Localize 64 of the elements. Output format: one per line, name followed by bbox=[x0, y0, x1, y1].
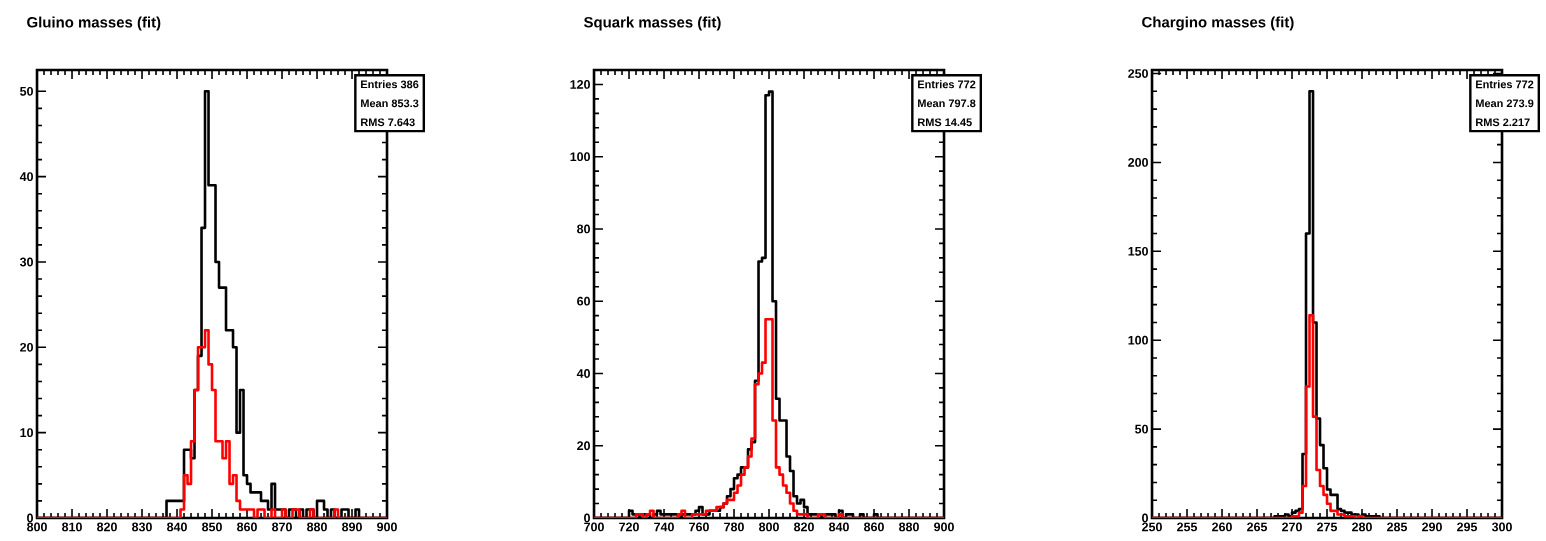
y-tick-label: 10 bbox=[20, 428, 33, 438]
x-tick-label: 800 bbox=[27, 522, 47, 532]
y-tick-label: 100 bbox=[1128, 335, 1148, 345]
annotation: Entries 386 bbox=[361, 80, 419, 89]
y-tick-label: 50 bbox=[1135, 424, 1148, 434]
x-tick-label: 880 bbox=[307, 522, 327, 532]
x-tick-label: 300 bbox=[1491, 522, 1512, 532]
x-tick-label: 760 bbox=[689, 522, 709, 532]
x-tick-label: 890 bbox=[342, 522, 362, 532]
x-tick-label: 285 bbox=[1387, 522, 1408, 532]
y-tick-label: 20 bbox=[577, 441, 590, 451]
x-tick-label: 860 bbox=[864, 522, 884, 532]
x-tick-label: 860 bbox=[237, 522, 257, 532]
y-tick-label: 120 bbox=[570, 80, 590, 89]
x-tick-label: 870 bbox=[272, 522, 292, 532]
annotation: RMS 14.45 bbox=[918, 118, 972, 127]
y-tick-label: 80 bbox=[577, 224, 590, 234]
x-tick-label: 820 bbox=[794, 522, 814, 532]
chart-title: Squark masses (fit) bbox=[583, 16, 721, 31]
x-tick-label: 850 bbox=[202, 522, 222, 532]
x-tick-label: 740 bbox=[654, 522, 674, 532]
y-tick-label: 60 bbox=[577, 296, 590, 306]
x-tick-label: 810 bbox=[62, 522, 82, 532]
annotation: Mean 797.8 bbox=[918, 99, 976, 108]
x-tick-label: 780 bbox=[724, 522, 744, 532]
annotation: RMS 7.643 bbox=[361, 118, 415, 127]
y-tick-label: 40 bbox=[19, 172, 33, 182]
y-tick-label: 150 bbox=[1128, 246, 1148, 256]
x-tick-label: 270 bbox=[1282, 522, 1302, 532]
y-tick-label: 100 bbox=[570, 152, 590, 162]
chart-title: Chargino masses (fit) bbox=[1142, 16, 1294, 31]
y-tick-label: 50 bbox=[20, 86, 33, 96]
annotation: Mean 853.3 bbox=[361, 99, 419, 108]
y-tick-label: 0 bbox=[584, 513, 590, 523]
x-tick-label: 840 bbox=[829, 522, 849, 532]
x-tick-label: 830 bbox=[132, 522, 152, 532]
x-tick-label: 880 bbox=[899, 522, 919, 532]
y-tick-label: 200 bbox=[1128, 158, 1148, 167]
x-tick-label: 840 bbox=[167, 522, 187, 532]
x-tick-label: 250 bbox=[1142, 522, 1162, 532]
y-tick-label: 0 bbox=[1142, 513, 1148, 523]
x-tick-label: 275 bbox=[1317, 522, 1338, 532]
chart-title: Gluino masses (fit) bbox=[27, 16, 161, 31]
x-tick-label: 800 bbox=[759, 522, 779, 532]
x-tick-label: 280 bbox=[1352, 522, 1372, 532]
y-tick-label: 250 bbox=[1128, 69, 1148, 78]
x-tick-label: 260 bbox=[1212, 522, 1232, 532]
x-tick-label: 265 bbox=[1247, 522, 1268, 532]
annotation: Entries 772 bbox=[1476, 80, 1534, 89]
x-tick-label: 290 bbox=[1422, 522, 1442, 532]
y-tick-label: 20 bbox=[20, 342, 33, 352]
annotation: Entries 772 bbox=[918, 80, 976, 89]
x-tick-label: 295 bbox=[1457, 522, 1478, 532]
y-tick-label: 30 bbox=[19, 257, 33, 267]
x-tick-label: 900 bbox=[934, 522, 954, 532]
x-tick-label: 720 bbox=[619, 522, 639, 532]
x-tick-label: 900 bbox=[377, 522, 397, 532]
annotation: RMS 2.217 bbox=[1476, 118, 1530, 127]
x-tick-label: 255 bbox=[1177, 522, 1198, 532]
x-tick-label: 820 bbox=[97, 522, 117, 532]
y-tick-label: 0 bbox=[27, 513, 33, 523]
x-tick-label: 700 bbox=[584, 522, 604, 532]
y-tick-label: 40 bbox=[576, 369, 590, 378]
annotation: Mean 273.9 bbox=[1476, 99, 1534, 108]
